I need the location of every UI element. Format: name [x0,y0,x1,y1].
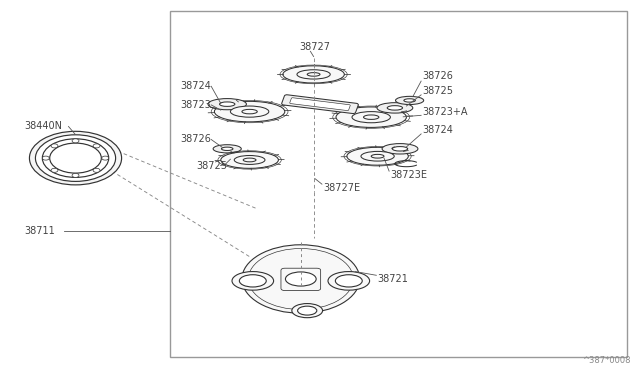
Ellipse shape [297,70,330,79]
Circle shape [42,156,49,160]
Text: 38724: 38724 [422,125,453,135]
Ellipse shape [336,107,406,127]
Ellipse shape [283,66,344,83]
Ellipse shape [221,152,278,168]
Ellipse shape [404,99,415,102]
Ellipse shape [243,158,256,162]
Text: 38727E: 38727E [323,183,360,193]
Circle shape [29,131,122,185]
Ellipse shape [328,272,370,290]
Ellipse shape [392,147,408,151]
FancyBboxPatch shape [290,98,350,110]
Circle shape [102,156,109,160]
Ellipse shape [371,154,384,158]
FancyBboxPatch shape [282,95,358,113]
Text: 38440N: 38440N [24,122,62,131]
Text: 38725: 38725 [422,86,453,96]
Text: 38711: 38711 [24,226,55,235]
Circle shape [51,168,58,172]
Text: ^387*0008: ^387*0008 [582,356,630,365]
Ellipse shape [396,96,424,105]
Circle shape [35,135,116,182]
Circle shape [51,144,58,148]
Ellipse shape [307,73,320,76]
Ellipse shape [387,106,403,110]
Ellipse shape [208,99,246,110]
Ellipse shape [213,145,241,153]
Ellipse shape [382,144,418,154]
Bar [170,11,627,357]
Circle shape [242,245,360,313]
Ellipse shape [242,109,257,114]
Text: 38727: 38727 [300,42,330,51]
Ellipse shape [298,306,317,315]
Ellipse shape [239,275,266,287]
Circle shape [72,139,79,143]
Ellipse shape [292,304,323,318]
Ellipse shape [335,275,362,287]
Ellipse shape [285,272,316,286]
Ellipse shape [221,147,233,150]
Ellipse shape [347,147,408,165]
Ellipse shape [220,102,235,106]
Circle shape [50,143,101,173]
Ellipse shape [232,272,274,290]
Ellipse shape [361,151,394,161]
Text: 38721: 38721 [378,274,408,284]
Ellipse shape [230,106,269,117]
Text: 38723+A: 38723+A [422,107,468,116]
Circle shape [72,173,79,177]
Circle shape [93,144,100,148]
Text: 38725: 38725 [196,161,227,170]
Circle shape [93,168,100,172]
Text: 38724: 38724 [180,81,211,91]
Ellipse shape [234,155,265,164]
Text: 38723: 38723 [180,100,211,110]
Ellipse shape [377,103,413,113]
Ellipse shape [214,101,285,122]
Text: 38726: 38726 [422,71,453,81]
Ellipse shape [364,115,379,119]
Ellipse shape [352,112,390,123]
Text: 38726: 38726 [180,135,211,144]
Text: 38723E: 38723E [390,170,428,180]
Circle shape [42,139,109,177]
